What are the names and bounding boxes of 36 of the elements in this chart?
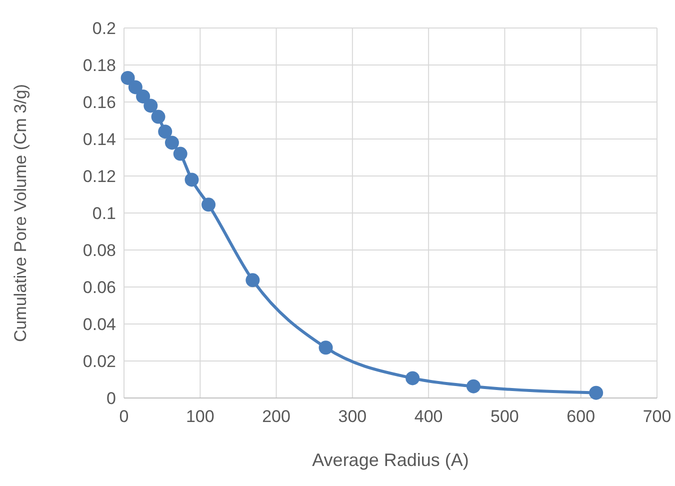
point — [164, 136, 179, 150]
y-tick-label: 0.16 — [82, 93, 116, 112]
point — [136, 89, 150, 104]
point — [144, 98, 158, 113]
x-tick-label: 400 — [414, 407, 443, 426]
y-tick-label: 0.1 — [92, 204, 116, 223]
point — [128, 80, 142, 94]
x-axis-title: Average Radius (A) — [312, 450, 469, 470]
y-tick-label: 0.18 — [82, 56, 116, 75]
y-tick-label: 0.2 — [92, 19, 116, 38]
y-tick-label: 0.14 — [82, 130, 116, 149]
point — [151, 110, 166, 124]
point — [202, 198, 216, 212]
x-tick-label: 600 — [566, 407, 596, 426]
point — [173, 146, 188, 161]
y-axis-title: Cumulative Pore Volume (Cm 3/g) — [11, 84, 30, 342]
y-tick-label: 0.12 — [82, 167, 116, 186]
x-tick-label: 700 — [642, 407, 672, 426]
y-tick-label: 0.08 — [82, 241, 116, 260]
y-tick-label: 0 — [106, 389, 116, 408]
y-tick-label: 0.06 — [82, 278, 116, 297]
point — [184, 172, 199, 187]
x-tick-label: 100 — [186, 407, 214, 426]
x-tick-label: 500 — [490, 407, 519, 426]
point — [318, 340, 333, 355]
point — [158, 124, 172, 139]
x-tick-label: 200 — [262, 407, 290, 426]
point — [466, 379, 480, 394]
point — [589, 386, 604, 400]
x-tick-label: 0 — [119, 407, 129, 426]
point — [406, 371, 420, 386]
y-tick-label: 0.04 — [82, 315, 116, 334]
x-tick-label: 300 — [338, 407, 367, 426]
point — [120, 70, 135, 85]
y-tick-label: 0.02 — [82, 352, 116, 371]
point — [246, 273, 260, 288]
